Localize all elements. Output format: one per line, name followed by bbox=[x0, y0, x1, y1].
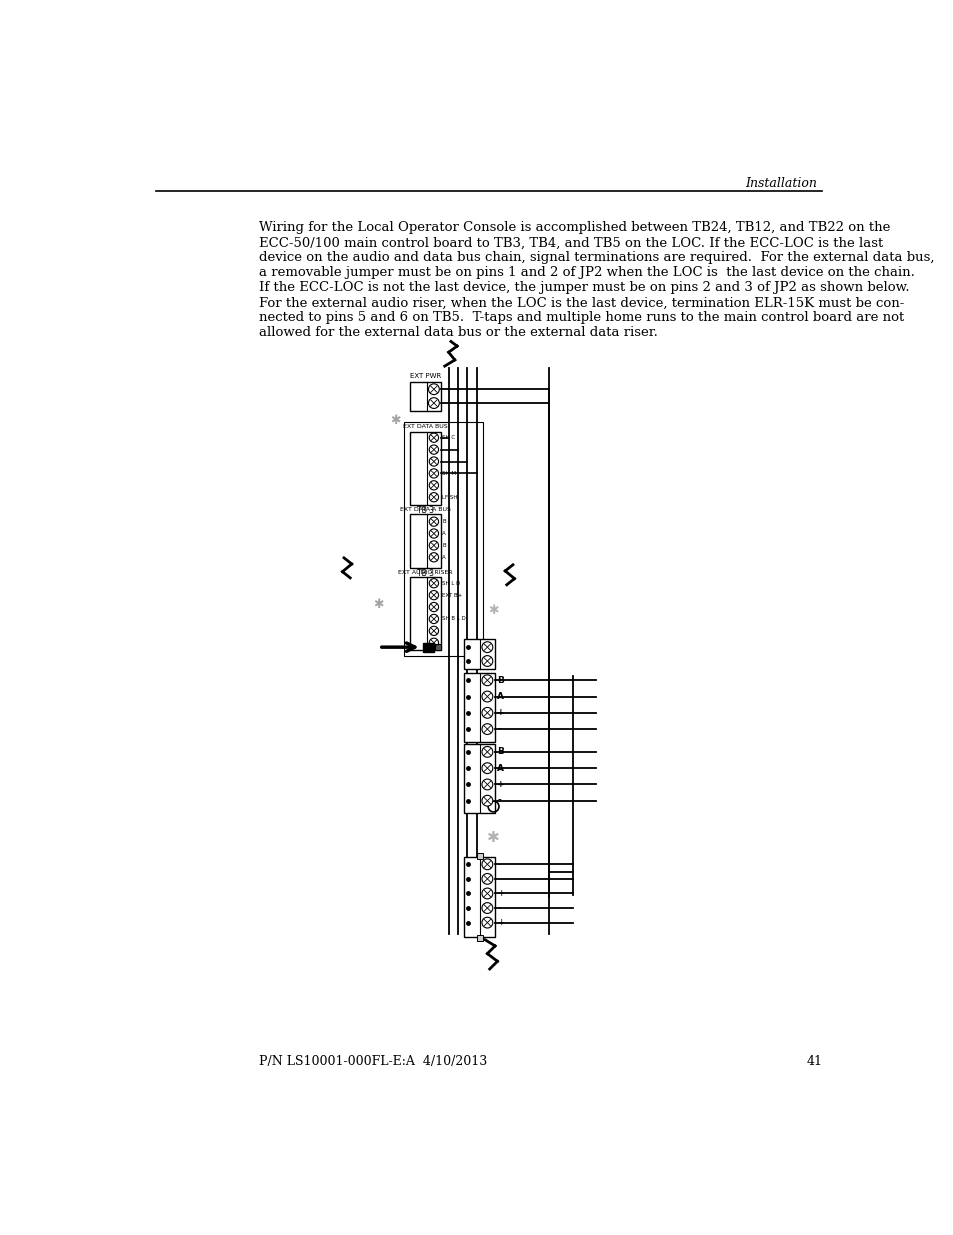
Circle shape bbox=[481, 888, 493, 899]
Circle shape bbox=[481, 779, 493, 790]
Text: +: + bbox=[497, 709, 504, 718]
Circle shape bbox=[429, 469, 438, 478]
Text: A: A bbox=[497, 692, 504, 701]
Text: LF SH: LF SH bbox=[442, 495, 457, 500]
Text: ECC-50/100 main control board to TB3, TB4, and TB5 on the LOC. If the ECC-LOC is: ECC-50/100 main control board to TB3, TB… bbox=[258, 236, 882, 249]
Circle shape bbox=[481, 918, 493, 927]
Bar bbox=[410, 382, 440, 411]
Text: A: A bbox=[442, 555, 446, 559]
Text: If the ECC-LOC is not the last device, the jumper must be on pins 2 and 3 of JP2: If the ECC-LOC is not the last device, t… bbox=[258, 282, 908, 294]
Circle shape bbox=[481, 724, 493, 735]
Bar bbox=[464, 640, 495, 668]
Text: EXT AUDIO RISER: EXT AUDIO RISER bbox=[397, 569, 452, 574]
Circle shape bbox=[481, 873, 493, 884]
Text: device on the audio and data bus chain, signal terminations are required.  For t: device on the audio and data bus chain, … bbox=[258, 252, 933, 264]
Text: Wiring for the Local Operator Console is accomplished between TB24, TB12, and TB: Wiring for the Local Operator Console is… bbox=[258, 221, 889, 235]
Circle shape bbox=[429, 626, 438, 636]
Text: Installation: Installation bbox=[744, 178, 816, 190]
Text: EXT DATA BUS: EXT DATA BUS bbox=[402, 425, 447, 430]
Circle shape bbox=[481, 795, 493, 806]
Text: a removable jumper must be on pins 1 and 2 of JP2 when the LOC is  the last devi: a removable jumper must be on pins 1 and… bbox=[258, 267, 914, 279]
Circle shape bbox=[481, 903, 493, 914]
Text: B: B bbox=[442, 519, 446, 524]
Bar bbox=[435, 645, 440, 651]
Circle shape bbox=[429, 541, 438, 550]
Text: B: B bbox=[497, 747, 504, 756]
Text: EXT PWR: EXT PWR bbox=[410, 373, 440, 379]
Bar bbox=[410, 514, 440, 568]
Circle shape bbox=[429, 590, 438, 600]
Text: -: - bbox=[497, 904, 500, 913]
Circle shape bbox=[481, 642, 493, 652]
Text: nected to pins 5 and 6 on TB5.  T-taps and multiple home runs to the main contro: nected to pins 5 and 6 on TB5. T-taps an… bbox=[258, 311, 903, 325]
Circle shape bbox=[429, 614, 438, 624]
Circle shape bbox=[428, 398, 439, 409]
Text: ✱: ✱ bbox=[487, 830, 499, 845]
Bar bbox=[464, 673, 495, 742]
Circle shape bbox=[428, 384, 439, 395]
Text: allowed for the external data bus or the external data riser.: allowed for the external data bus or the… bbox=[258, 326, 657, 340]
Circle shape bbox=[481, 708, 493, 719]
Text: For the external audio riser, when the LOC is the last device, termination ELR-1: For the external audio riser, when the L… bbox=[258, 296, 903, 310]
Text: -: - bbox=[497, 860, 500, 868]
Circle shape bbox=[429, 433, 438, 442]
Text: A: A bbox=[497, 763, 504, 773]
Text: +: + bbox=[497, 889, 504, 898]
Text: +: + bbox=[497, 918, 504, 927]
Circle shape bbox=[429, 445, 438, 454]
Text: SH L D: SH L D bbox=[442, 580, 460, 585]
Bar bbox=[476, 935, 482, 941]
Bar bbox=[476, 852, 482, 858]
Text: SH C: SH C bbox=[442, 435, 456, 440]
Circle shape bbox=[481, 763, 493, 773]
Text: -: - bbox=[497, 725, 500, 734]
Text: EXT B+: EXT B+ bbox=[442, 593, 462, 598]
Bar bbox=[422, 642, 434, 652]
Text: SH B L D: SH B L D bbox=[442, 616, 466, 621]
Bar bbox=[464, 857, 495, 937]
Text: ✱: ✱ bbox=[374, 598, 384, 610]
Circle shape bbox=[429, 553, 438, 562]
Text: A: A bbox=[442, 531, 446, 536]
Circle shape bbox=[429, 638, 438, 647]
Text: B: B bbox=[442, 543, 446, 548]
Circle shape bbox=[481, 746, 493, 757]
Circle shape bbox=[429, 529, 438, 538]
Bar bbox=[410, 577, 440, 651]
Text: SH M: SH M bbox=[442, 471, 456, 475]
Text: B: B bbox=[497, 676, 504, 684]
Circle shape bbox=[429, 579, 438, 588]
Circle shape bbox=[429, 603, 438, 611]
Bar bbox=[410, 431, 440, 505]
Text: TB 3: TB 3 bbox=[416, 506, 434, 515]
Circle shape bbox=[481, 674, 493, 685]
Text: ✱: ✱ bbox=[391, 414, 401, 426]
Bar bbox=[464, 745, 495, 814]
Text: 41: 41 bbox=[805, 1056, 821, 1068]
Circle shape bbox=[481, 656, 493, 667]
Circle shape bbox=[429, 493, 438, 501]
Text: ✱: ✱ bbox=[488, 604, 498, 616]
Circle shape bbox=[429, 480, 438, 490]
Circle shape bbox=[429, 517, 438, 526]
Text: EXT DATA A BUS: EXT DATA A BUS bbox=[399, 506, 451, 511]
Text: TB 3: TB 3 bbox=[416, 569, 434, 578]
Bar bbox=[403, 422, 482, 656]
Circle shape bbox=[481, 858, 493, 869]
Circle shape bbox=[481, 692, 493, 701]
Text: P/N LS10001-000FL-E:A  4/10/2013: P/N LS10001-000FL-E:A 4/10/2013 bbox=[258, 1056, 486, 1068]
Circle shape bbox=[429, 457, 438, 466]
Text: +: + bbox=[497, 781, 504, 789]
Text: -: - bbox=[497, 797, 500, 805]
